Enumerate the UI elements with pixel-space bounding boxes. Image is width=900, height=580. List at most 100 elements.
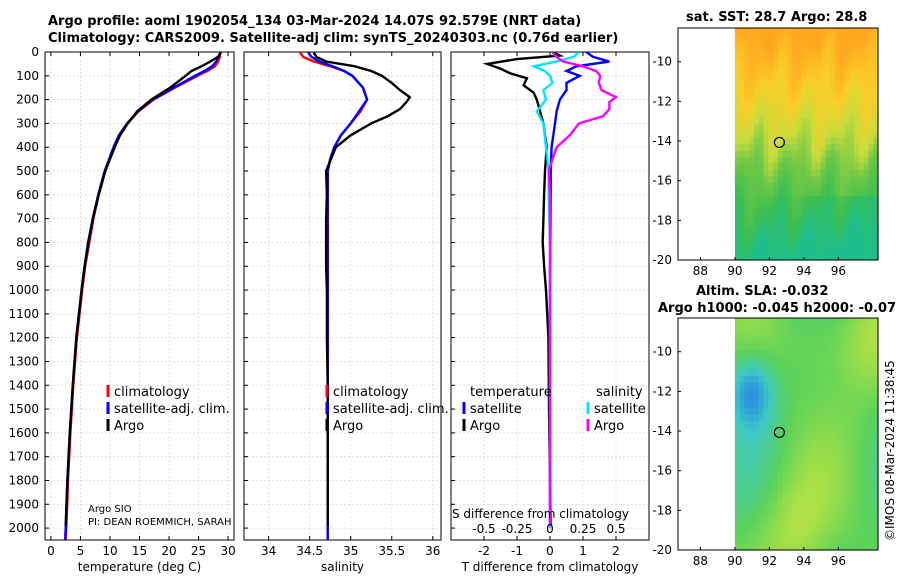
map-cell [863,98,870,106]
map-cell [739,324,746,332]
map-cell [854,253,860,261]
map-cell [782,221,788,229]
map-cell [768,214,774,222]
map-cell [811,388,817,396]
map-cell [854,504,860,512]
map-cell [792,453,798,461]
map-cell [773,202,779,209]
map-cell [763,492,769,499]
map-cell [844,511,850,519]
map-cell [816,498,822,506]
map-cell [739,382,746,390]
map-cell [835,92,841,100]
map-cell [806,221,812,229]
map-cell [820,459,827,467]
map-cell [792,105,798,113]
map-cell [868,401,874,409]
map-cell [868,79,874,87]
map-cell [758,382,765,390]
map-cell [787,530,793,538]
map-cell [796,221,803,229]
map-cell [863,453,870,461]
map-cell [763,498,769,506]
y-tick-label: 700 [16,212,39,226]
map-cell [734,537,741,545]
map-cell [792,401,798,409]
map-cell [863,247,870,255]
map-cell [854,324,860,332]
map-cell [763,118,769,126]
map-cell [787,156,793,164]
map-cell [806,53,812,61]
map-cell [806,47,812,55]
map-cell [858,511,865,519]
map-cell [782,479,788,487]
map-cell [792,504,798,512]
map-cell [739,318,746,325]
map-cell [854,427,860,435]
map-cell [796,105,803,113]
map-cell [773,124,779,132]
map-cell [849,182,855,190]
map-cell [744,214,750,222]
map-cell [863,73,870,81]
map-cell [806,492,812,499]
map-cell [873,98,879,106]
map-cell [744,137,750,145]
map-cell [768,202,774,209]
map-cell [749,66,755,74]
map-cell [863,234,870,242]
map-cell [854,247,860,255]
map-cell [792,253,798,261]
map-cell [801,73,808,81]
map-cell [835,195,841,203]
map-cell [796,446,803,454]
map-cell [792,479,798,487]
map-cell [835,401,841,409]
map-cell [758,28,765,35]
map-cell [830,350,836,358]
map-cell [754,156,760,164]
map-cell [835,124,841,132]
map-cell [830,479,836,487]
map-cell [806,318,812,325]
map-cell [835,86,841,93]
map-cell [849,144,855,151]
map-cell [849,376,855,383]
map-cell [873,189,879,197]
map-cell [863,92,870,100]
map-cell [773,537,779,545]
map-cell [849,195,855,203]
map-cell [806,472,812,480]
map-cell [773,66,779,74]
map-cell [754,169,760,177]
map-cell [868,382,874,390]
map-cell [854,408,860,416]
map-cell [763,195,769,203]
map-cell [816,485,822,493]
map-cell [868,498,874,506]
map-cell [773,421,779,429]
map-cell [787,53,793,61]
map-cell [844,73,850,81]
map-cell [734,330,741,338]
map-cell [839,492,846,499]
map-cell [806,98,812,106]
map-cell [863,369,870,377]
map-cell [820,369,827,377]
map-cell [825,369,831,377]
map-cell [868,34,874,42]
map-cell [744,156,750,164]
map-cell [858,318,865,325]
map-cell [739,459,746,467]
legend-label: climatology [333,385,409,400]
map-cell [734,479,741,487]
map-cell [754,524,760,532]
map-cell [830,144,836,151]
map-cell [777,492,784,499]
map-cell [820,73,827,81]
map-cell [739,34,746,42]
map-cell [868,517,874,525]
map-cell [758,60,765,68]
